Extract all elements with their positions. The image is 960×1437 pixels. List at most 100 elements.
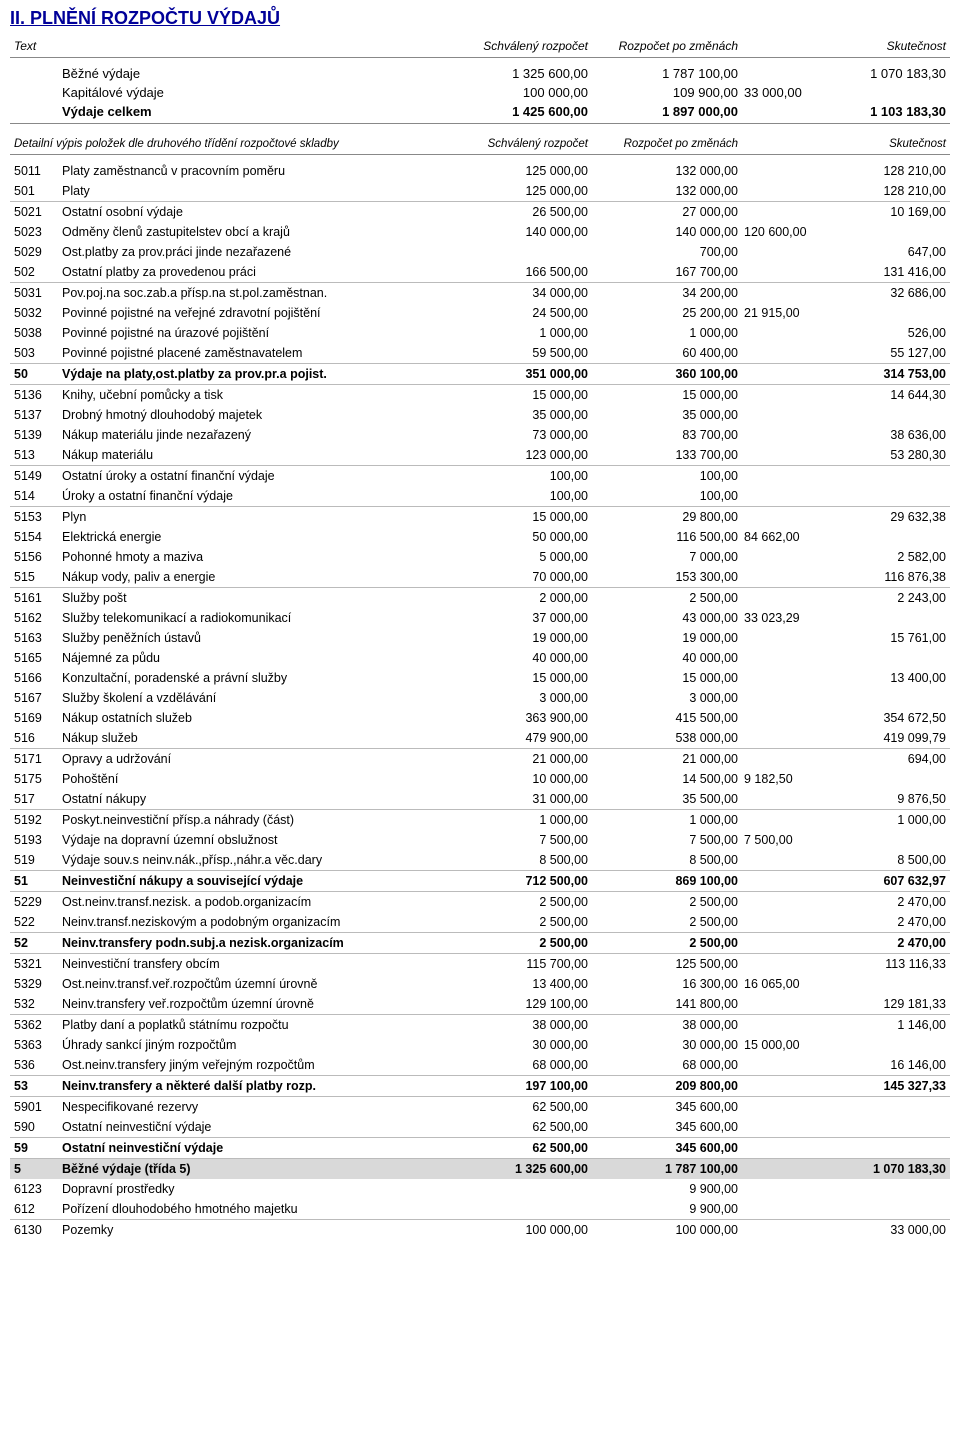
- subheader-approved: Schválený rozpočet: [442, 132, 592, 155]
- summary-label: Běžné výdaje: [58, 64, 442, 83]
- row-approved: 363 900,00: [442, 708, 592, 728]
- row-changed: 1 000,00: [592, 323, 742, 343]
- row-actual: 354 672,50: [820, 708, 950, 728]
- row-code: 5137: [10, 405, 58, 425]
- row-changed: 30 000,00: [592, 1035, 742, 1055]
- row-split: [742, 1117, 820, 1138]
- table-row: 5011Platy zaměstnanců v pracovním poměru…: [10, 161, 950, 181]
- row-approved: 2 500,00: [442, 892, 592, 913]
- row-changed: 415 500,00: [592, 708, 742, 728]
- row-actual: [820, 688, 950, 708]
- row-code: 5171: [10, 749, 58, 770]
- row-approved: 70 000,00: [442, 567, 592, 588]
- row-split: [742, 343, 820, 364]
- table-row: 5136Knihy, učební pomůcky a tisk15 000,0…: [10, 385, 950, 406]
- row-split: [742, 405, 820, 425]
- row-approved: 115 700,00: [442, 954, 592, 975]
- row-approved: 37 000,00: [442, 608, 592, 628]
- row-approved: 38 000,00: [442, 1015, 592, 1036]
- subheader-changed: Rozpočet po změnách: [592, 132, 742, 155]
- row-changed: 209 800,00: [592, 1076, 742, 1097]
- row-split: [742, 1076, 820, 1097]
- row-text: Pořízení dlouhodobého hmotného majetku: [58, 1199, 442, 1220]
- row-code: 517: [10, 789, 58, 810]
- row-approved: 197 100,00: [442, 1076, 592, 1097]
- row-actual: 29 632,38: [820, 507, 950, 528]
- row-code: 5329: [10, 974, 58, 994]
- row-approved: 129 100,00: [442, 994, 592, 1015]
- table-row: 5031Pov.poj.na soc.zab.a přísp.na st.pol…: [10, 283, 950, 304]
- table-row: 5363Úhrady sankcí jiným rozpočtům30 000,…: [10, 1035, 950, 1055]
- row-changed: 2 500,00: [592, 588, 742, 609]
- summary-split: 33 000,00: [742, 83, 820, 102]
- row-split: [742, 668, 820, 688]
- row-approved: 59 500,00: [442, 343, 592, 364]
- row-changed: 60 400,00: [592, 343, 742, 364]
- table-row: 519Výdaje souv.s neinv.nák.,přísp.,náhr.…: [10, 850, 950, 871]
- row-code: 5162: [10, 608, 58, 628]
- table-row: 52Neinv.transfery podn.subj.a nezisk.org…: [10, 933, 950, 954]
- row-approved: 712 500,00: [442, 871, 592, 892]
- row-approved: 13 400,00: [442, 974, 592, 994]
- row-text: Platy zaměstnanců v pracovním poměru: [58, 161, 442, 181]
- row-split: 15 000,00: [742, 1035, 820, 1055]
- row-split: [742, 567, 820, 588]
- header-actual: Skutečnost: [820, 35, 950, 58]
- table-row: 50Výdaje na platy,ost.platby za prov.pr.…: [10, 364, 950, 385]
- table-row: 513Nákup materiálu123 000,00133 700,0053…: [10, 445, 950, 466]
- row-split: [742, 749, 820, 770]
- row-split: [742, 1179, 820, 1199]
- table-row: 5193Výdaje na dopravní územní obslužnost…: [10, 830, 950, 850]
- row-text: Služby školení a vzdělávání: [58, 688, 442, 708]
- row-approved: 1 000,00: [442, 323, 592, 343]
- row-changed: 100,00: [592, 466, 742, 487]
- row-text: Dopravní prostředky: [58, 1179, 442, 1199]
- row-code: 5153: [10, 507, 58, 528]
- row-approved: 125 000,00: [442, 161, 592, 181]
- table-row: 53Neinv.transfery a některé další platby…: [10, 1076, 950, 1097]
- row-actual: 38 636,00: [820, 425, 950, 445]
- row-changed: 538 000,00: [592, 728, 742, 749]
- row-text: Běžné výdaje (třída 5): [58, 1159, 442, 1180]
- row-actual: 13 400,00: [820, 668, 950, 688]
- row-changed: 43 000,00: [592, 608, 742, 628]
- row-code: 503: [10, 343, 58, 364]
- row-changed: 40 000,00: [592, 648, 742, 668]
- table-row: 5139Nákup materiálu jinde nezařazený73 0…: [10, 425, 950, 445]
- row-actual: 607 632,97: [820, 871, 950, 892]
- row-approved: [442, 1199, 592, 1220]
- row-split: 9 182,50: [742, 769, 820, 789]
- row-approved: 40 000,00: [442, 648, 592, 668]
- row-text: Ostatní nákupy: [58, 789, 442, 810]
- row-approved: 125 000,00: [442, 181, 592, 202]
- row-actual: 2 243,00: [820, 588, 950, 609]
- row-text: Pozemky: [58, 1220, 442, 1241]
- subheader-row: Detailní výpis položek dle druhového tří…: [10, 132, 950, 155]
- row-code: 53: [10, 1076, 58, 1097]
- row-actual: [820, 1138, 950, 1159]
- row-split: [742, 445, 820, 466]
- row-text: Ostatní úroky a ostatní finanční výdaje: [58, 466, 442, 487]
- row-approved: [442, 1179, 592, 1199]
- row-code: 532: [10, 994, 58, 1015]
- table-row: 5169Nákup ostatních služeb363 900,00415 …: [10, 708, 950, 728]
- detail-header: Detailní výpis položek dle druhového tří…: [10, 132, 950, 161]
- row-code: 5021: [10, 202, 58, 223]
- row-changed: 15 000,00: [592, 385, 742, 406]
- row-split: [742, 385, 820, 406]
- detail-table: 5011Platy zaměstnanců v pracovním poměru…: [10, 161, 950, 1240]
- row-actual: 33 000,00: [820, 1220, 950, 1241]
- header-text: Text: [10, 35, 442, 58]
- row-changed: 132 000,00: [592, 181, 742, 202]
- row-text: Elektrická energie: [58, 527, 442, 547]
- row-actual: 8 500,00: [820, 850, 950, 871]
- row-approved: 123 000,00: [442, 445, 592, 466]
- row-code: 516: [10, 728, 58, 749]
- row-code: 514: [10, 486, 58, 507]
- table-row: 5162Služby telekomunikací a radiokomunik…: [10, 608, 950, 628]
- row-split: 16 065,00: [742, 974, 820, 994]
- row-approved: 10 000,00: [442, 769, 592, 789]
- table-row: 5038Povinné pojistné na úrazové pojištěn…: [10, 323, 950, 343]
- row-code: 5032: [10, 303, 58, 323]
- summary-split: [742, 102, 820, 124]
